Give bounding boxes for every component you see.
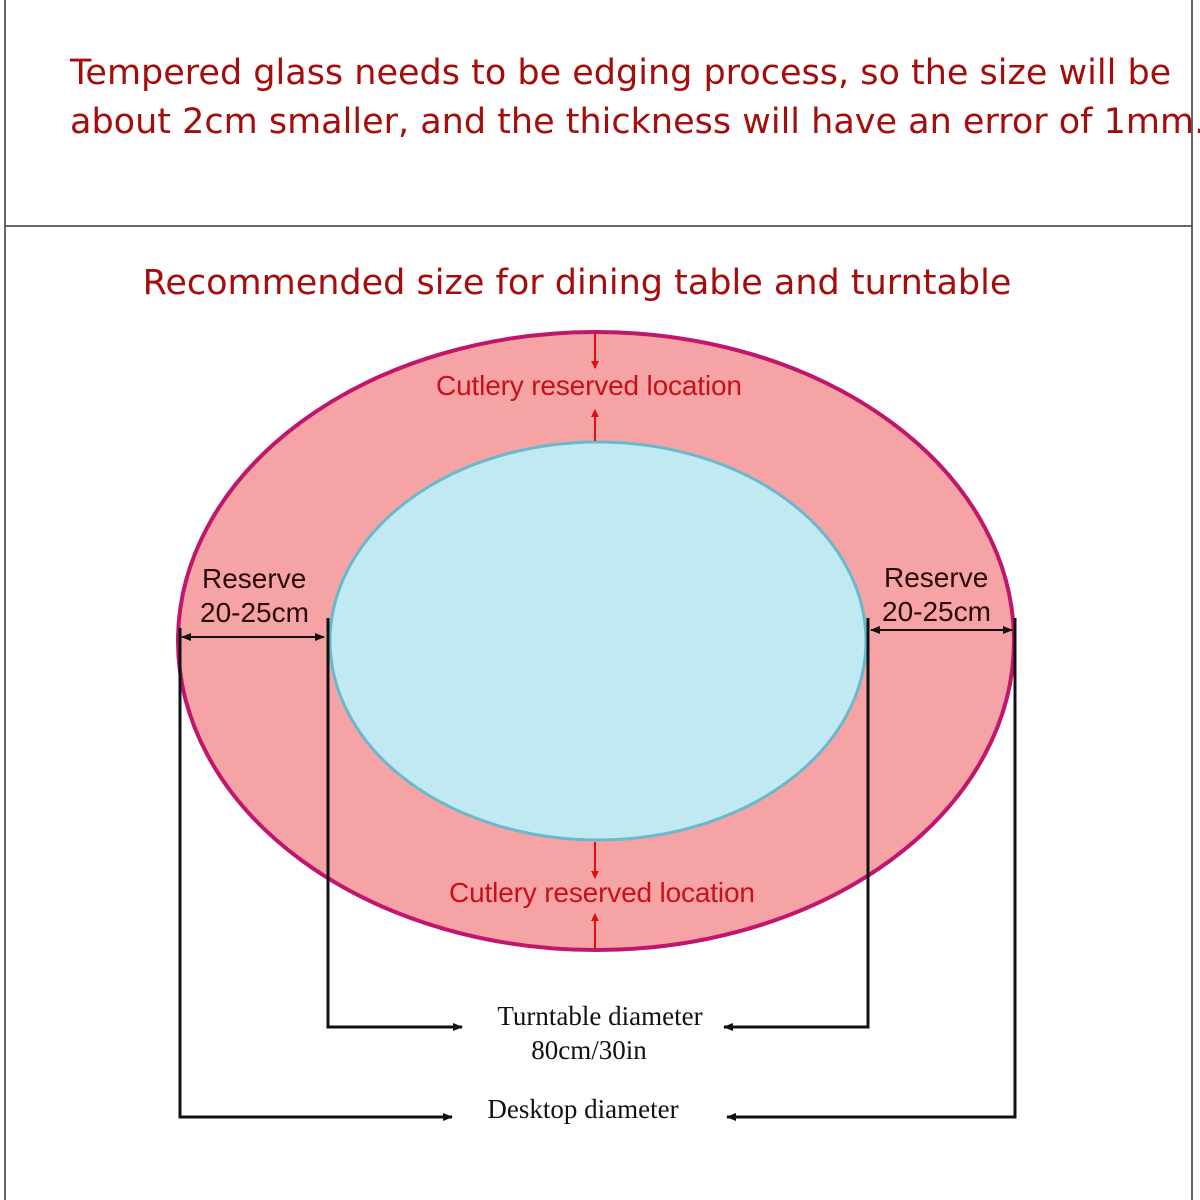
desktop-label: Desktop diameter	[487, 1094, 678, 1124]
cutlery-label-bottom: Cutlery reserved location	[449, 877, 755, 908]
reserve-left-line-2: 20-25cm	[200, 597, 309, 628]
turntable-ellipse	[328, 440, 868, 842]
reserve-right-line-1: Reserve	[884, 562, 988, 593]
diagram-title: Recommended size for dining table and tu…	[143, 263, 1012, 303]
desktop-dimension	[178, 618, 1017, 1121]
note-line-2: about 2cm smaller, and the thickness wil…	[70, 102, 1200, 142]
turntable-size: 80cm/30in	[531, 1035, 647, 1065]
turntable-label: Turntable diameter	[497, 1001, 702, 1031]
turntable-dimension	[326, 618, 870, 1031]
note-line-1: Tempered glass needs to be edging proces…	[69, 53, 1171, 93]
reserve-left-line-1: Reserve	[202, 563, 306, 594]
reserve-right-line-2: 20-25cm	[882, 596, 991, 627]
outer-frame	[4, 0, 1193, 1200]
cutlery-label-top: Cutlery reserved location	[436, 370, 742, 401]
